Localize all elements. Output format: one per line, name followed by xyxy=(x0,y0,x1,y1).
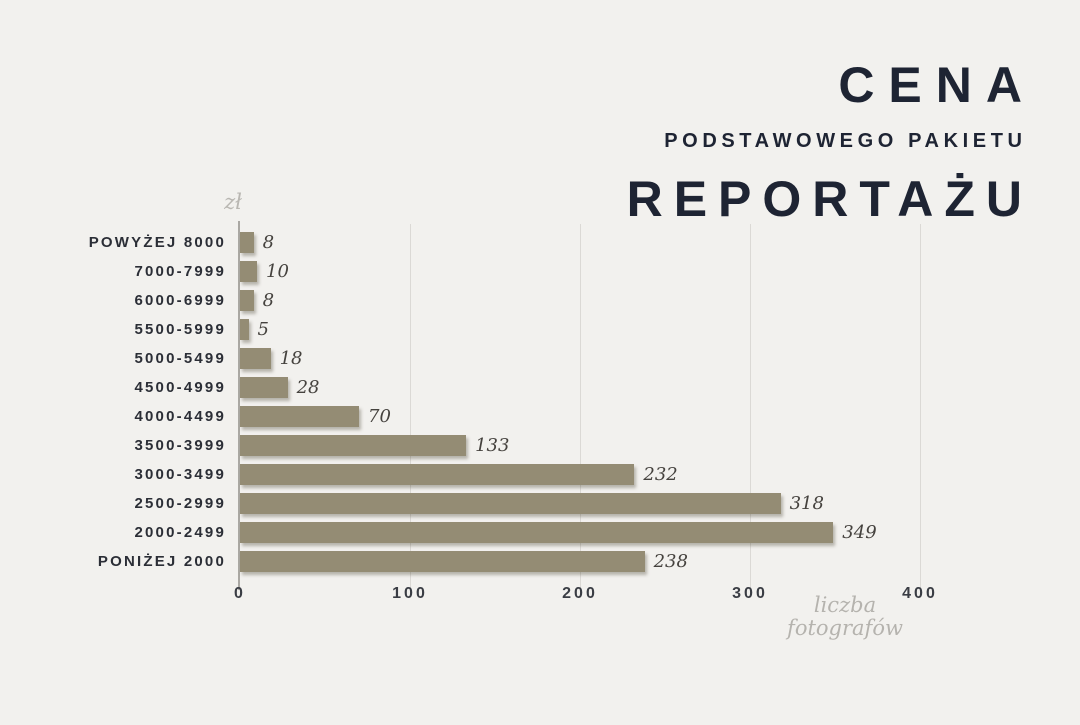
value-label: 238 xyxy=(653,551,688,572)
bar xyxy=(240,377,288,398)
y-axis-line xyxy=(238,221,240,590)
value-label: 318 xyxy=(789,493,824,514)
bar-rows: POWYŻEJ 8000 8 7000-7999 10 6000-6999 8 5500-5… xyxy=(0,228,1080,576)
bar xyxy=(240,232,254,253)
bar xyxy=(240,493,781,514)
bar xyxy=(240,522,834,543)
x-axis-unit-label: liczba fotografów xyxy=(770,593,920,641)
gridline-100 xyxy=(410,224,411,590)
bar-row: PONIŻEJ 2000 238 xyxy=(0,547,1080,576)
bar-row: 4000-4499 70 xyxy=(0,402,1080,431)
category-label: 4000-4499 xyxy=(134,408,226,425)
x-axis-unit-line-2: fotografów xyxy=(787,616,903,641)
bar-row: 7000-7999 10 xyxy=(0,257,1080,286)
gridline-300 xyxy=(750,224,751,590)
x-tick-label-100: 100 xyxy=(392,585,428,602)
category-label: 6000-6999 xyxy=(134,292,226,309)
chart-title-line-1: CENA xyxy=(838,57,1036,113)
bar-row: 2000-2499 349 xyxy=(0,518,1080,547)
bar-row: 2500-2999 318 xyxy=(0,489,1080,518)
category-label: 3500-3999 xyxy=(134,437,226,454)
chart-title-line-3: REPORTAŻU xyxy=(626,171,1033,227)
gridline-400 xyxy=(920,224,921,590)
value-label: 349 xyxy=(842,522,877,543)
value-label: 10 xyxy=(266,261,289,282)
category-label: POWYŻEJ 8000 xyxy=(88,234,226,251)
bar-row: 6000-6999 8 xyxy=(0,286,1080,315)
bar-row: 3500-3999 133 xyxy=(0,431,1080,460)
category-label: 2500-2999 xyxy=(134,495,226,512)
chart-title: CENA PODSTAWOWEGO PAKIETU REPORTAŻU xyxy=(627,60,1022,224)
bar-row: 3000-3499 232 xyxy=(0,460,1080,489)
x-tick-label-400: 400 xyxy=(902,585,938,602)
category-label: 5000-5499 xyxy=(134,350,226,367)
bar-row: 5000-5499 18 xyxy=(0,344,1080,373)
bar xyxy=(240,348,271,369)
x-axis-unit-line-1: liczba xyxy=(813,593,877,617)
category-label: 2000-2499 xyxy=(134,524,226,541)
value-label: 8 xyxy=(262,290,275,311)
bar xyxy=(240,464,635,485)
bar xyxy=(240,319,249,340)
bar xyxy=(240,551,645,572)
category-label: 3000-3499 xyxy=(134,466,226,483)
value-label: 18 xyxy=(279,348,303,369)
category-label: PONIŻEJ 2000 xyxy=(97,553,226,570)
bar xyxy=(240,290,254,311)
value-label: 28 xyxy=(296,377,320,398)
gridline-200 xyxy=(580,224,581,590)
chart-title-line-2: PODSTAWOWEGO PAKIETU xyxy=(664,130,1027,152)
value-label: 70 xyxy=(368,406,391,427)
value-label: 232 xyxy=(643,464,678,485)
category-label: 7000-7999 xyxy=(134,263,226,280)
bar xyxy=(240,261,257,282)
x-tick-label-200: 200 xyxy=(562,585,598,602)
category-label: 4500-4999 xyxy=(134,379,226,396)
y-axis-unit-label: zł xyxy=(224,190,242,214)
bar-row: 5500-5999 5 xyxy=(0,315,1080,344)
value-label: 5 xyxy=(257,319,269,340)
x-tick-label-0: 0 xyxy=(234,585,246,602)
category-label: 5500-5999 xyxy=(134,321,226,338)
bar xyxy=(240,406,359,427)
bar xyxy=(240,435,467,456)
bar-row: 4500-4999 28 xyxy=(0,373,1080,402)
x-tick-label-300: 300 xyxy=(732,585,768,602)
value-label: 8 xyxy=(262,232,275,253)
value-label: 133 xyxy=(475,435,510,456)
bar-row: POWYŻEJ 8000 8 xyxy=(0,228,1080,257)
